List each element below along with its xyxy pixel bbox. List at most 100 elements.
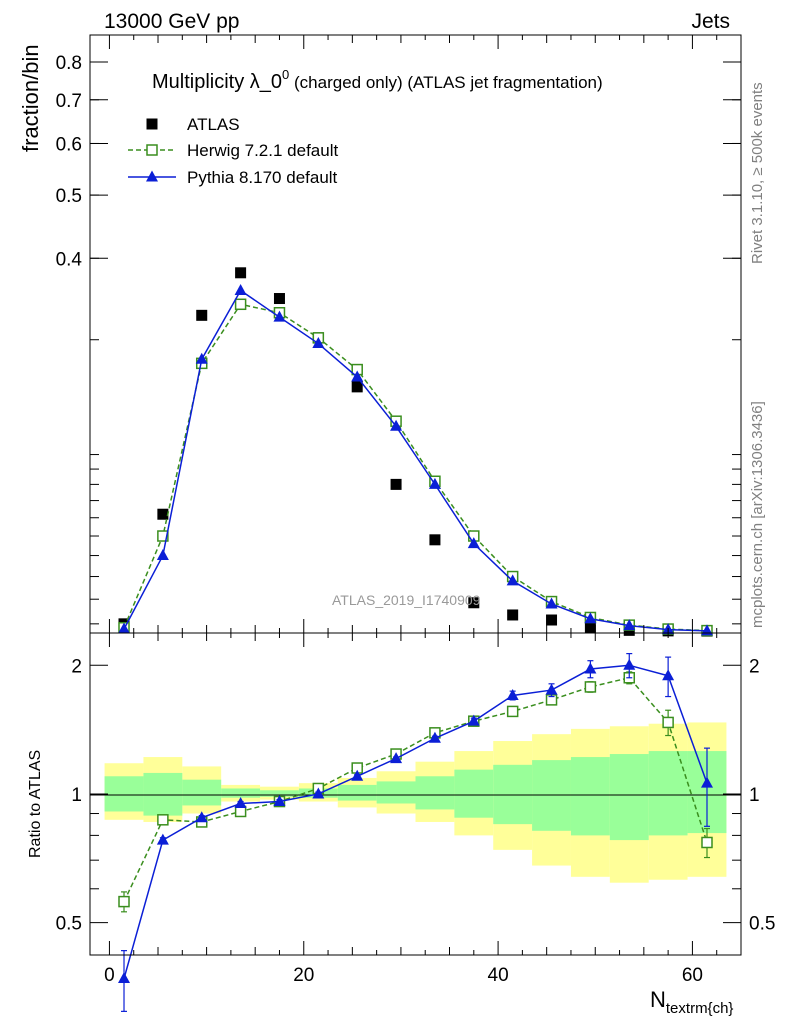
main-point-atlas [507, 609, 519, 621]
ratio-point-herwig-7-2-1-default [701, 836, 713, 849]
legend-marker-atlas [146, 118, 158, 130]
beam-label: 13000 GeV pp [104, 10, 239, 33]
main-point-pythia-8-170-default [118, 622, 131, 634]
ratio-point-pythia-8-170-default [118, 972, 131, 984]
legend-label-herwig-7-2-1-default: Herwig 7.2.1 default [187, 141, 338, 160]
ratio-point-pythia-8-170-default [467, 714, 480, 726]
main-y-tick-label: 0.6 [56, 134, 82, 155]
ratio-y-tick-label-right: 2 [749, 656, 760, 677]
ratio-point-herwig-7-2-1-default [157, 814, 169, 826]
ratio-band-inner [376, 781, 416, 804]
ratio-point-pythia-8-170-default [390, 752, 403, 764]
main-point-pythia-8-170-default [506, 574, 519, 586]
ratio-point-pythia-8-170-default [156, 833, 169, 845]
ratio-band-inner [570, 757, 610, 836]
main-point-pythia-8-170-default [390, 419, 403, 431]
legend-label-atlas: ATLAS [187, 115, 240, 134]
ratio-band-inner [493, 764, 533, 825]
main-point-pythia-8-170-default [623, 619, 636, 631]
main-marks [118, 267, 713, 637]
ratio-point-pythia-8-170-default [662, 669, 675, 681]
main-point-atlas [429, 534, 441, 546]
plot-title-main: Multiplicity λ_0 [152, 71, 282, 93]
main-point-atlas [390, 478, 402, 490]
ratio-point-pythia-8-170-default [545, 683, 558, 695]
ratio-y-axis-label: Ratio to ATLAS [27, 750, 44, 858]
ratio-point-pythia-8-170-default [273, 795, 286, 807]
main-axis-ticks: 0.4 0.5 0.6 0.7 0.8 [56, 35, 741, 633]
ratio-point-herwig-7-2-1-default [506, 705, 519, 718]
x-tick-label: 20 [293, 965, 314, 986]
legend-marker-pythia-8-170-default [146, 170, 158, 182]
main-line-pythia-8-170-default [123, 289, 708, 632]
ratio-band-inner [609, 754, 649, 841]
legend: ATLAS Herwig 7.2.1 default Pythia 8.170 de… [128, 115, 338, 187]
analysis-watermark: ATLAS_2019_I1740909 [332, 592, 481, 608]
ratio-point-pythia-8-170-default [584, 662, 597, 674]
x-axis-label-sub: textrm{ch} [666, 1000, 734, 1017]
ratio-point-pythia-8-170-default [700, 776, 713, 788]
ratio-band-inner [337, 784, 377, 801]
main-point-pythia-8-170-default [584, 612, 597, 624]
ratio-y-tick-label-left: 1 [71, 785, 82, 806]
ratio-point-pythia-8-170-default [234, 796, 247, 808]
ratio-y-tick-label-right: 1 [749, 785, 760, 806]
ratio-line-pythia-8-170-default [123, 664, 708, 979]
main-point-atlas [196, 309, 208, 321]
ratio-band-inner [454, 769, 494, 818]
main-y-tick-label: 0.7 [56, 91, 82, 112]
ratio-point-pythia-8-170-default [428, 731, 441, 743]
process-label: Jets [691, 10, 730, 33]
main-line-herwig-7-2-1-default [123, 303, 708, 632]
ratio-line-herwig-7-2-1-default [123, 676, 708, 902]
ratio-point-herwig-7-2-1-default [118, 895, 130, 908]
plot-title-rest: (charged only) (ATLAS jet fragmentation) [289, 73, 602, 92]
main-point-atlas [351, 381, 363, 393]
main-point-atlas [157, 508, 169, 520]
ratio-band-inner [415, 776, 455, 810]
main-point-atlas [273, 293, 285, 305]
x-axis-label-main: N [650, 987, 666, 1012]
main-point-pythia-8-170-default [467, 537, 480, 549]
plot-title: Multiplicity λ_00 (charged only) (ATLAS … [152, 67, 603, 93]
x-axis-label: Ntextrm{ch} [650, 987, 733, 1017]
ratio-band-inner [648, 751, 688, 836]
ratio-point-pythia-8-170-default [195, 811, 208, 823]
mcplots-label: mcplots.cern.ch [arXiv:1306.3436] [749, 401, 766, 628]
main-point-pythia-8-170-default [545, 597, 558, 609]
main-y-tick-label: 0.5 [56, 186, 82, 207]
main-point-atlas [235, 267, 247, 279]
main-point-pythia-8-170-default [312, 337, 325, 349]
main-point-atlas [546, 614, 558, 626]
x-tick-label: 60 [682, 965, 703, 986]
ratio-y-tick-label-left: 2 [71, 656, 82, 677]
ratio-band-inner [260, 790, 299, 797]
ratio-point-pythia-8-170-default [506, 688, 519, 700]
legend-label-pythia-8-170-default: Pythia 8.170 default [187, 168, 338, 187]
ratio-point-pythia-8-170-default [623, 658, 636, 670]
main-point-pythia-8-170-default [273, 310, 286, 322]
main-panel: ATLAS_2019_I1740909 0.4 0.5 0.6 0.7 0.8 frac… [18, 34, 742, 637]
ratio-band-inner [182, 779, 222, 806]
main-point-pythia-8-170-default [428, 477, 441, 489]
main-point-herwig-7-2-1-default [234, 298, 247, 311]
rivet-version-label: Rivet 3.1.10, ≥ 500k events [749, 82, 766, 264]
ratio-marks [118, 653, 713, 1012]
ratio-y-tick-label-left: 0.5 [56, 914, 82, 935]
main-point-atlas [468, 597, 480, 609]
main-point-pythia-8-170-default [195, 352, 208, 364]
plot-title-superscript: 0 [282, 67, 289, 82]
ratio-y-tick-label-right: 0.5 [749, 914, 775, 935]
main-y-axis-label: fraction/bin [18, 44, 43, 152]
main-y-tick-label: 0.8 [56, 53, 82, 74]
ratio-panel: 0.5 0.51 12 20 20 40 60 Ratio to ATLAS Ntextrm… [27, 632, 775, 1017]
ratio-axis-ticks: 0.5 0.51 12 20 20 40 60 [56, 633, 775, 986]
main-point-herwig-7-2-1-default [157, 530, 169, 542]
ratio-point-herwig-7-2-1-default [662, 716, 674, 729]
x-tick-label: 0 [104, 965, 115, 986]
ratio-point-pythia-8-170-default [351, 769, 364, 781]
ratio-band-inner [143, 772, 183, 816]
main-y-tick-label: 0.4 [56, 249, 83, 270]
main-point-pythia-8-170-default [351, 370, 364, 382]
x-tick-label: 40 [488, 965, 509, 986]
